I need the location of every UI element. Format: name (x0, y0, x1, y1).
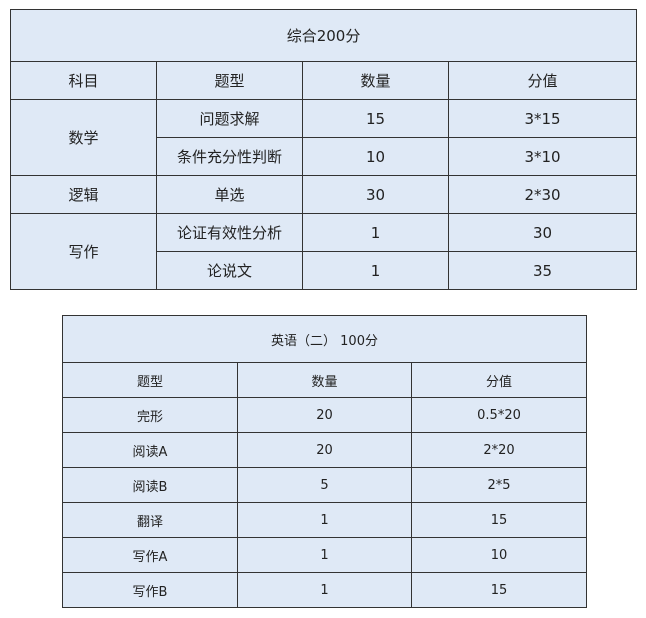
cell: 1 (237, 572, 412, 608)
table-row: 阅读B 5 2*5 (62, 467, 587, 503)
cell: 10 (411, 537, 587, 573)
table-row: 翻译 1 15 (62, 502, 587, 538)
table-row: 阅读A 20 2*20 (62, 432, 587, 468)
header-row: 科目 题型 数量 分值 (10, 61, 638, 100)
column-header: 分值 (411, 362, 587, 398)
cell: 2*20 (411, 432, 587, 468)
header-row: 题型 数量 分值 (62, 362, 587, 398)
cell: 20 (237, 397, 412, 433)
table-row: 写作A 1 10 (62, 537, 587, 573)
comprehensive-score-table: 综合200分 科目 题型 数量 分值 数学 问题求解 15 3*15 条件充分性… (9, 9, 638, 290)
cell: 翻译 (62, 502, 238, 538)
cell: 1 (237, 502, 412, 538)
cell: 20 (237, 432, 412, 468)
cell: 30 (447, 213, 638, 252)
cell: 15 (302, 99, 449, 138)
cell: 阅读B (62, 467, 238, 503)
cell: 3*10 (447, 137, 638, 176)
cell: 单选 (156, 175, 303, 214)
table-row: 逻辑 单选 30 2*30 (10, 175, 638, 214)
english-score-table: 英语（二） 100分 题型 数量 分值 完形 20 0.5*20 阅读A 20 2*20 阅… (62, 315, 587, 608)
column-header: 数量 (237, 362, 412, 398)
table-title: 英语（二） 100分 (62, 315, 587, 363)
column-header: 数量 (302, 61, 449, 100)
subject-cell: 数学 (10, 99, 157, 176)
cell: 写作A (62, 537, 238, 573)
table-row: 完形 20 0.5*20 (62, 397, 587, 433)
cell: 1 (302, 251, 449, 290)
cell: 3*15 (447, 99, 638, 138)
cell: 2*30 (447, 175, 638, 214)
cell: 15 (411, 572, 587, 608)
cell: 条件充分性判断 (156, 137, 303, 176)
cell: 5 (237, 467, 412, 503)
cell: 阅读A (62, 432, 238, 468)
cell: 写作B (62, 572, 238, 608)
table-row: 写作B 1 15 (62, 572, 587, 608)
table-row: 条件充分性判断 10 3*10 (11, 137, 638, 176)
cell: 0.5*20 (411, 397, 587, 433)
column-header: 题型 (62, 362, 238, 398)
cell: 2*5 (411, 467, 587, 503)
cell: 15 (411, 502, 587, 538)
cell: 30 (302, 175, 449, 214)
cell: 完形 (62, 397, 238, 433)
cell: 论证有效性分析 (156, 213, 303, 252)
table-title: 综合200分 (9, 9, 638, 62)
table-row: 写作 论证有效性分析 1 30 (10, 213, 638, 290)
cell: 1 (237, 537, 412, 573)
cell: 35 (447, 251, 638, 290)
cell: 1 (302, 213, 449, 252)
table-row: 论说文 1 35 (11, 251, 638, 290)
cell: 论说文 (156, 251, 303, 290)
subject-cell: 写作 (10, 213, 157, 290)
table-row: 数学 问题求解 15 3*15 (10, 99, 638, 176)
subject-cell: 逻辑 (10, 175, 157, 214)
cell: 问题求解 (156, 99, 303, 138)
column-header: 题型 (156, 61, 303, 100)
column-header: 科目 (10, 61, 157, 100)
cell: 10 (302, 137, 449, 176)
column-header: 分值 (447, 61, 638, 100)
